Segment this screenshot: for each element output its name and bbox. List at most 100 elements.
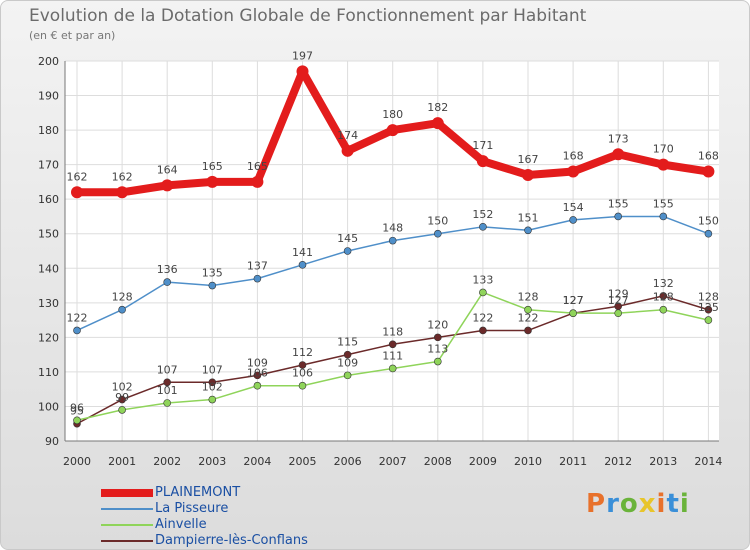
data-point [343, 247, 352, 255]
data-label: 109 [247, 356, 268, 369]
data-label: 115 [337, 336, 358, 349]
data-label: 171 [472, 139, 493, 152]
x-tick-label: 2005 [289, 455, 317, 468]
legend-swatch [101, 540, 153, 542]
data-point [388, 236, 397, 245]
data-point [657, 158, 670, 171]
data-label: 112 [292, 346, 313, 359]
data-point [163, 278, 171, 286]
data-label: 107 [157, 363, 178, 376]
data-label: 118 [382, 325, 403, 338]
data-label: 101 [157, 384, 178, 397]
line-chart: 90 100 110 120 130 140 150 160 170 180 190 200 2000 2… [38, 49, 722, 468]
data-point [569, 216, 577, 224]
y-tick-label: 160 [38, 193, 59, 206]
data-point [208, 395, 217, 404]
y-tick-label: 90 [45, 435, 59, 448]
data-point [343, 371, 352, 380]
x-tick-label: 2006 [334, 455, 362, 468]
data-point [659, 305, 668, 314]
data-point [659, 292, 668, 300]
x-tick-label: 2002 [153, 455, 181, 468]
data-label: 182 [427, 101, 448, 114]
data-label: 128 [518, 291, 539, 304]
data-label: 127 [563, 294, 584, 307]
data-label: 155 [608, 197, 629, 210]
chart-title: Evolution de la Dotation Globale de Fonc… [29, 6, 587, 26]
data-label: 113 [427, 343, 448, 356]
data-point [298, 261, 307, 269]
data-point [479, 223, 487, 231]
data-label: 168 [698, 150, 719, 163]
data-label: 133 [472, 273, 493, 286]
data-label: 168 [563, 150, 584, 163]
data-point [118, 305, 126, 314]
data-point [479, 326, 487, 335]
legend-label: Dampierre-lès-Conflans [155, 533, 308, 548]
data-label: 162 [67, 170, 88, 183]
y-tick-label: 150 [38, 228, 59, 241]
data-point [386, 124, 399, 137]
x-tick-label: 2008 [424, 455, 452, 468]
data-label: 145 [337, 232, 358, 245]
data-point [659, 212, 668, 221]
data-label: 106 [292, 367, 313, 380]
data-point [431, 117, 444, 130]
data-label: 150 [698, 215, 719, 228]
data-label: 120 [427, 318, 448, 331]
data-point [253, 371, 262, 380]
data-label: 127 [608, 294, 629, 307]
data-point [163, 378, 171, 387]
y-tick-label: 100 [38, 400, 59, 413]
data-label: 107 [202, 363, 223, 376]
data-label: 109 [337, 356, 358, 369]
data-point [522, 169, 534, 181]
data-point [73, 326, 81, 335]
data-point [118, 395, 126, 404]
y-tick-label: 190 [38, 90, 59, 103]
data-point [161, 179, 174, 192]
data-point [296, 65, 309, 78]
data-label: 136 [157, 263, 178, 276]
data-label: 95 [70, 405, 84, 418]
x-tick-label: 2012 [604, 455, 632, 468]
data-point [388, 364, 397, 373]
legend-swatch [101, 524, 153, 526]
data-point [433, 357, 442, 366]
legend-swatch [101, 489, 153, 497]
data-point [479, 288, 487, 297]
data-point [343, 350, 352, 359]
proxiti-logo: Proxiti [586, 489, 690, 519]
x-tick-label: 2009 [469, 455, 497, 468]
data-label: 96 [70, 401, 84, 414]
data-point [524, 326, 532, 335]
data-label: 129 [608, 287, 629, 300]
data-label: 111 [382, 349, 403, 362]
data-label: 174 [337, 129, 358, 142]
data-label: 128 [653, 291, 674, 304]
data-point [71, 186, 83, 199]
data-label: 132 [653, 277, 674, 290]
data-label: 148 [382, 222, 403, 235]
data-point [298, 361, 307, 369]
x-tick-label: 2004 [243, 455, 271, 468]
legend-label: La Pisseure [155, 501, 229, 516]
y-tick-label: 140 [38, 262, 59, 275]
data-point [524, 305, 532, 314]
data-label: 102 [202, 381, 223, 394]
data-point [476, 155, 489, 168]
data-label: 180 [382, 108, 403, 121]
legend-label: Ainvelle [155, 517, 207, 532]
data-label: 162 [112, 170, 133, 183]
data-label: 102 [112, 381, 133, 394]
y-tick-label: 200 [38, 55, 59, 68]
legend-label: PLAINEMONT [155, 485, 241, 500]
data-point [569, 309, 577, 317]
data-label: 173 [608, 132, 629, 145]
legend-swatch [101, 508, 153, 510]
x-tick-label: 2014 [694, 455, 722, 468]
data-point [567, 165, 580, 178]
data-point [116, 186, 129, 199]
data-label: 155 [653, 197, 674, 210]
